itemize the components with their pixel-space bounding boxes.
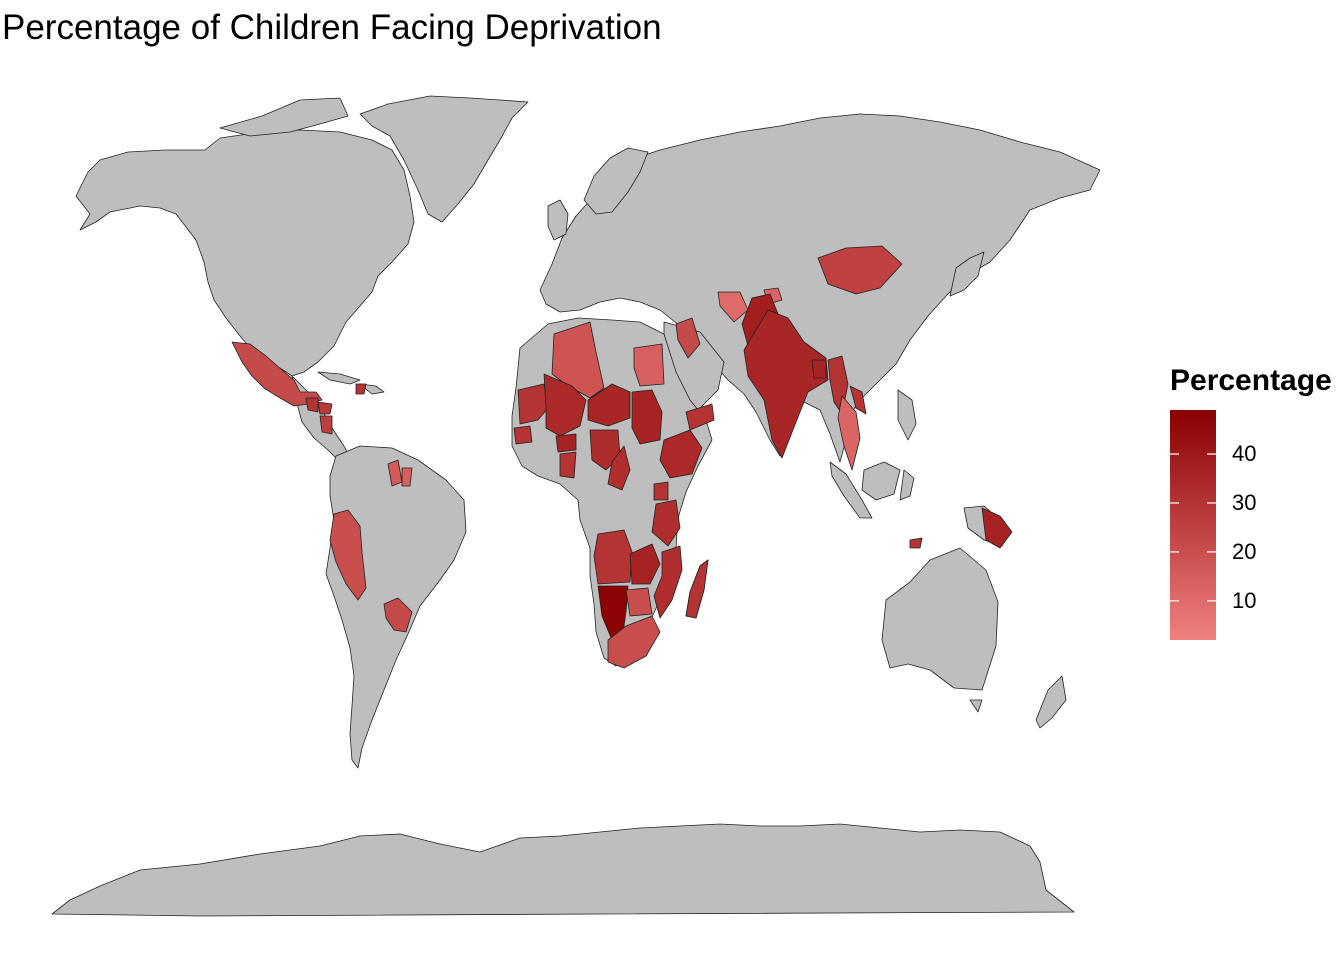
region-paraguay [383,597,413,633]
cuba [317,371,361,385]
land-layer [51,95,1101,917]
region-uganda [653,481,669,501]
region-senegal [513,425,533,445]
region-turkmenistan [717,291,749,323]
north-america [75,129,415,377]
region-nicaragua [319,415,333,435]
region-south-africa [607,615,661,669]
region-mali [543,373,587,437]
philippines [897,389,917,441]
region-algeria [551,321,605,399]
region-mozambique [653,545,683,619]
region-egypt [633,343,665,387]
canadian-islands [219,97,349,137]
legend-tick-label: 30 [1232,489,1257,515]
region-bangladesh [811,359,827,379]
region-thailand [837,395,861,471]
hispaniola [359,383,385,395]
legend-title: Percentage [1170,364,1332,397]
region-cameroon [607,445,631,491]
region-honduras [317,401,333,415]
region-yemen [685,403,715,431]
legend-tick-label: 10 [1232,587,1257,613]
legend-colorbar [1170,410,1216,640]
region-peru [329,509,367,601]
region-timor-leste [909,537,923,549]
region-madagascar [685,559,709,619]
legend-tick-label: 20 [1232,538,1257,564]
new-zealand [1035,675,1067,729]
region-laos [849,385,867,415]
japan [949,251,985,297]
scandinavia [583,147,649,215]
tasmania [969,699,983,713]
sulawesi [899,469,915,501]
region-mauritania [517,383,549,425]
region-papua-new-guinea [981,507,1013,549]
region-haiti [355,383,367,395]
australia [881,547,999,691]
region-niger [587,383,631,427]
sumatra [829,461,873,519]
region-angola [593,529,633,585]
region-india [743,309,829,459]
region-suriname [401,467,413,487]
region-chad [631,389,663,445]
region-guatemala [305,397,319,413]
greenland [359,95,529,223]
borneo [861,461,901,501]
region-mongolia [817,245,903,295]
region-zambia [629,543,661,585]
britain [547,199,569,241]
region-burkina-faso [555,433,577,453]
map-title: Percentage of Children Facing Deprivatio… [2,8,662,47]
legend-tick-label: 40 [1232,441,1257,467]
region-tanzania [651,499,681,547]
region-botswana [625,587,653,617]
region-ghana [559,451,577,479]
region-iraq [675,317,701,359]
choropleth-layer [231,245,1013,669]
region-mexico [231,341,323,407]
antarctica [51,823,1075,917]
